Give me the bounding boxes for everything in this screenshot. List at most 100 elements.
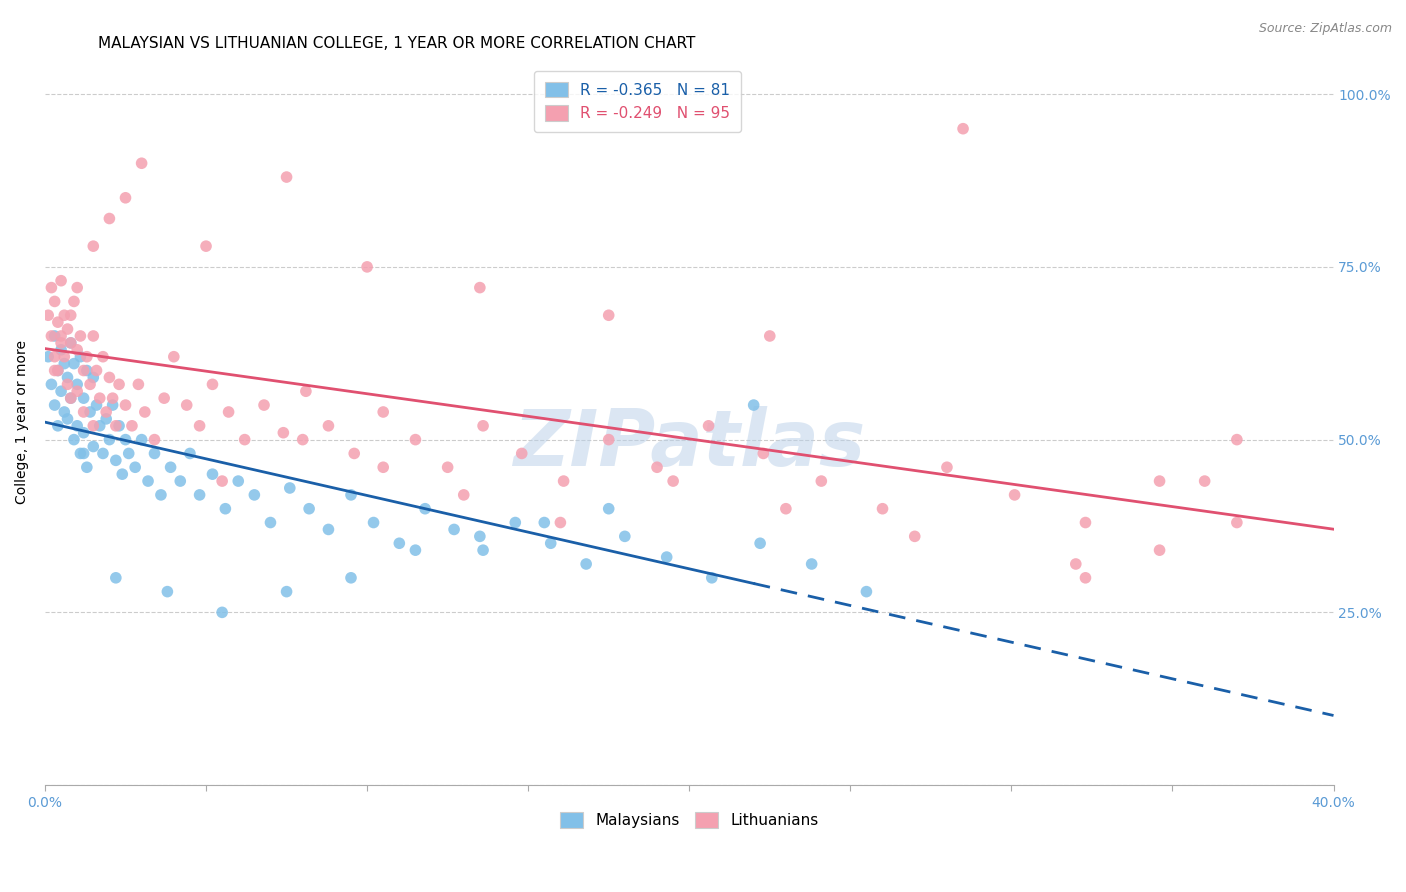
Point [143, 446, 166, 460]
Point [56, 370, 79, 384]
Point [59, 391, 82, 405]
Point [53, 405, 76, 419]
Point [291, 433, 314, 447]
Point [1226, 433, 1249, 447]
Point [114, 398, 136, 412]
Point [156, 584, 179, 599]
Point [91, 446, 114, 460]
Point [66, 343, 89, 357]
Point [108, 377, 131, 392]
Point [211, 605, 233, 619]
Point [66, 384, 89, 399]
Point [318, 523, 340, 537]
Point [226, 474, 249, 488]
Point [49, 343, 72, 357]
Point [318, 418, 340, 433]
Point [44, 294, 66, 309]
Point [53, 357, 76, 371]
Point [201, 467, 224, 482]
Point [904, 529, 927, 543]
Point [56, 322, 79, 336]
Point [373, 405, 395, 419]
Point [89, 418, 111, 433]
Point [253, 398, 276, 412]
Point [104, 453, 127, 467]
Point [1074, 516, 1097, 530]
Point [540, 536, 562, 550]
Point [575, 557, 598, 571]
Point [700, 571, 723, 585]
Point [108, 418, 131, 433]
Point [131, 156, 153, 170]
Point [49, 274, 72, 288]
Point [82, 440, 104, 454]
Y-axis label: College, 1 year or more: College, 1 year or more [15, 341, 30, 504]
Point [53, 350, 76, 364]
Point [46, 315, 69, 329]
Point [98, 211, 121, 226]
Point [49, 335, 72, 350]
Point [1074, 571, 1097, 585]
Point [76, 350, 98, 364]
Text: MALAYSIAN VS LITHUANIAN COLLEGE, 1 YEAR OR MORE CORRELATION CHART: MALAYSIAN VS LITHUANIAN COLLEGE, 1 YEAR … [98, 36, 696, 51]
Point [82, 329, 104, 343]
Point [66, 418, 89, 433]
Point [69, 350, 91, 364]
Point [69, 329, 91, 343]
Point [96, 405, 118, 419]
Point [775, 501, 797, 516]
Point [127, 377, 149, 392]
Point [149, 488, 172, 502]
Point [453, 488, 475, 502]
Point [1004, 488, 1026, 502]
Point [66, 280, 89, 294]
Point [404, 543, 426, 558]
Point [749, 536, 772, 550]
Point [936, 460, 959, 475]
Point [96, 412, 118, 426]
Point [82, 418, 104, 433]
Point [86, 398, 108, 412]
Point [134, 405, 156, 419]
Point [1149, 543, 1171, 558]
Point [340, 488, 363, 502]
Point [356, 260, 378, 274]
Point [98, 370, 121, 384]
Point [79, 377, 101, 392]
Point [72, 405, 94, 419]
Point [553, 474, 575, 488]
Point [298, 501, 321, 516]
Point [645, 460, 668, 475]
Point [436, 460, 458, 475]
Point [82, 239, 104, 253]
Point [98, 433, 121, 447]
Point [613, 529, 636, 543]
Point [872, 501, 894, 516]
Point [533, 516, 555, 530]
Point [179, 446, 201, 460]
Point [86, 363, 108, 377]
Point [131, 433, 153, 447]
Point [163, 350, 186, 364]
Point [176, 398, 198, 412]
Point [169, 474, 191, 488]
Point [59, 391, 82, 405]
Point [233, 433, 256, 447]
Point [1226, 516, 1249, 530]
Point [59, 335, 82, 350]
Point [121, 418, 143, 433]
Point [1194, 474, 1216, 488]
Point [503, 516, 526, 530]
Point [89, 391, 111, 405]
Point [343, 446, 366, 460]
Point [104, 418, 127, 433]
Point [468, 280, 491, 294]
Point [104, 571, 127, 585]
Point [159, 460, 181, 475]
Point [855, 584, 877, 599]
Point [153, 391, 176, 405]
Point [598, 308, 620, 322]
Point [101, 398, 124, 412]
Point [598, 433, 620, 447]
Point [63, 294, 86, 309]
